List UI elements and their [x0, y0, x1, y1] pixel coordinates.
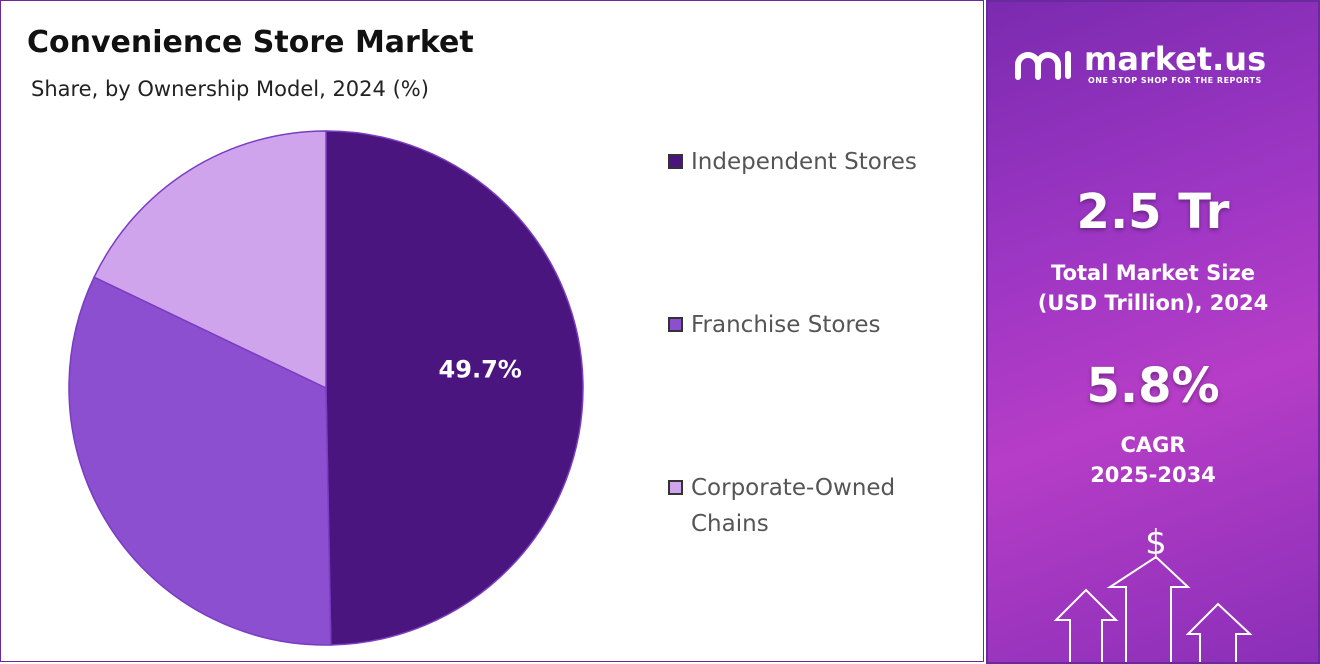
chart-title: Convenience Store Market [27, 25, 474, 60]
market-size-label: Total Market Size (USD Trillion), 2024 [1037, 261, 1269, 315]
pie-slice [68, 276, 332, 646]
legend-swatch [668, 317, 683, 332]
pie-slice [93, 130, 327, 390]
pie-slice [325, 130, 584, 646]
decoration: $ [1015, 51, 1253, 662]
legend-label: Corporate-Owned Chains [691, 475, 896, 537]
brand: market.us [1084, 40, 1267, 78]
legend-label: Franchise Stores [691, 312, 881, 338]
tagline: ONE STOP SHOP FOR THE REPORTS [1088, 76, 1262, 85]
market-size: 2.5 Tr [1076, 184, 1230, 240]
logo-icon [1015, 51, 1071, 80]
cagr-period: 2025-2034 [1090, 463, 1216, 487]
legend-item: Independent Stores [668, 144, 958, 180]
arrow-icons [1053, 555, 1253, 662]
cagr-label: CAGR [1120, 433, 1186, 457]
chart-panel: Convenience Store Market Share, by Owner… [0, 0, 984, 662]
pie-chart: 49.7% [68, 130, 584, 646]
chart-subtitle: Share, by Ownership Model, 2024 (%) [31, 77, 429, 101]
data-label: 49.7% [439, 356, 522, 384]
legend-item: Corporate-Owned Chains [668, 470, 958, 542]
legend-swatch [668, 154, 683, 169]
dollar-icon: $ [1145, 523, 1167, 563]
cagr: 5.8% [1086, 358, 1220, 414]
legend-swatch [668, 480, 683, 495]
legend-item: Franchise Stores [668, 307, 958, 343]
side-panel: $ market.us ONE STOP SHOP FOR THE REPORT… [986, 0, 1320, 664]
legend-label: Independent Stores [691, 149, 917, 175]
